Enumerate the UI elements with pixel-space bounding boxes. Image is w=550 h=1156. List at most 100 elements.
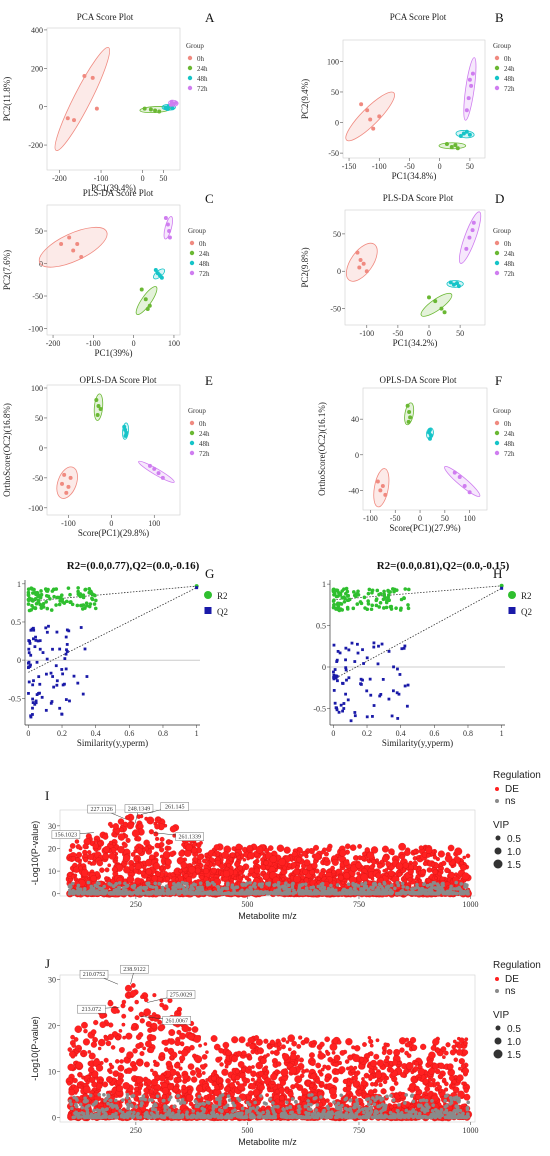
data-point (55, 630, 59, 634)
data-point (406, 419, 411, 424)
data-point (70, 855, 76, 862)
data-point (328, 1087, 337, 1096)
data-point (136, 847, 143, 854)
data-point (91, 860, 97, 866)
data-point (395, 880, 400, 885)
data-point (260, 857, 265, 863)
data-point (32, 679, 35, 683)
data-point (273, 891, 277, 896)
legend-title: Regulation (493, 770, 541, 781)
data-point (344, 666, 348, 670)
data-point (335, 883, 340, 887)
data-point (380, 859, 384, 864)
data-point (154, 842, 160, 849)
data-point (189, 1044, 195, 1051)
data-point (298, 1057, 304, 1063)
data-point (251, 883, 256, 888)
data-point (51, 647, 54, 651)
data-point (135, 1043, 142, 1049)
data-point (64, 652, 68, 656)
data-point (188, 1101, 194, 1107)
data-point (190, 891, 195, 896)
x-axis-label: Score(PC1)(27.9%) (389, 523, 460, 533)
data-point (147, 303, 152, 308)
x-tick-label: -200 (52, 174, 67, 183)
x-tick-label: -150 (342, 162, 357, 171)
data-point (178, 883, 183, 888)
data-point (336, 679, 339, 683)
data-point (374, 598, 379, 603)
data-point (338, 651, 342, 655)
data-point (29, 653, 33, 657)
legend-label: R2 (217, 591, 228, 601)
data-point (332, 1076, 339, 1083)
data-point (27, 691, 30, 695)
data-point (164, 884, 169, 888)
data-point (464, 1037, 469, 1042)
data-point (94, 106, 99, 111)
y-tick-label: -0.5 (313, 704, 326, 713)
y-axis-label: PC2(11.8%) (2, 77, 12, 121)
chart-title: R2=(0.0,0.77),Q2=(0.0,-0.16) (67, 560, 200, 572)
data-point (331, 869, 337, 875)
data-point (152, 862, 161, 870)
data-point (384, 605, 389, 610)
y-tick-label: -50 (32, 474, 43, 483)
data-point (406, 587, 411, 592)
data-point (84, 601, 89, 605)
legend-title: Group (188, 227, 206, 235)
data-point (247, 851, 255, 860)
data-point (108, 840, 113, 845)
data-point (197, 853, 204, 861)
y-tick-label: 100 (327, 57, 339, 66)
y-tick-label: -50 (328, 149, 339, 158)
data-point (254, 891, 259, 896)
data-point (67, 1047, 73, 1052)
data-point (376, 885, 380, 890)
data-point (67, 884, 72, 889)
data-point (153, 881, 158, 886)
data-point (309, 885, 313, 890)
data-point (59, 242, 64, 246)
data-point (377, 592, 381, 597)
data-point (153, 268, 158, 272)
data-point (54, 664, 58, 668)
y-tick-label: -200 (28, 141, 43, 150)
x-tick-label: 0 (331, 729, 335, 738)
x-tick-label: 0 (438, 162, 442, 171)
data-point (148, 891, 153, 896)
data-point (161, 891, 166, 895)
legend-label: 0h (504, 420, 512, 428)
data-point (413, 886, 418, 890)
data-point (218, 1047, 224, 1054)
data-point (105, 1040, 112, 1047)
data-point (64, 599, 69, 604)
data-point (231, 846, 237, 851)
data-point (339, 849, 347, 857)
x-axis-label: Metabolite m/z (238, 911, 297, 921)
y-tick-label: 50 (333, 230, 341, 239)
data-point (185, 884, 190, 889)
data-point (279, 891, 284, 896)
data-point (451, 282, 456, 287)
data-point (381, 1045, 387, 1051)
data-point (141, 891, 145, 896)
data-point (44, 708, 48, 712)
data-point (119, 827, 124, 833)
data-point (146, 883, 151, 887)
data-point (373, 1053, 380, 1060)
data-point (159, 275, 164, 280)
data-point (434, 876, 438, 880)
data-point (407, 868, 414, 875)
data-point (76, 889, 80, 894)
data-point (173, 100, 178, 105)
data-point (410, 887, 414, 891)
data-point (408, 891, 412, 896)
legend-label: 1.0 (507, 847, 521, 858)
data-point (361, 261, 366, 266)
data-point (349, 719, 353, 723)
data-point (259, 884, 264, 888)
data-point (141, 886, 146, 890)
data-point (333, 668, 337, 671)
data-point (36, 594, 40, 599)
